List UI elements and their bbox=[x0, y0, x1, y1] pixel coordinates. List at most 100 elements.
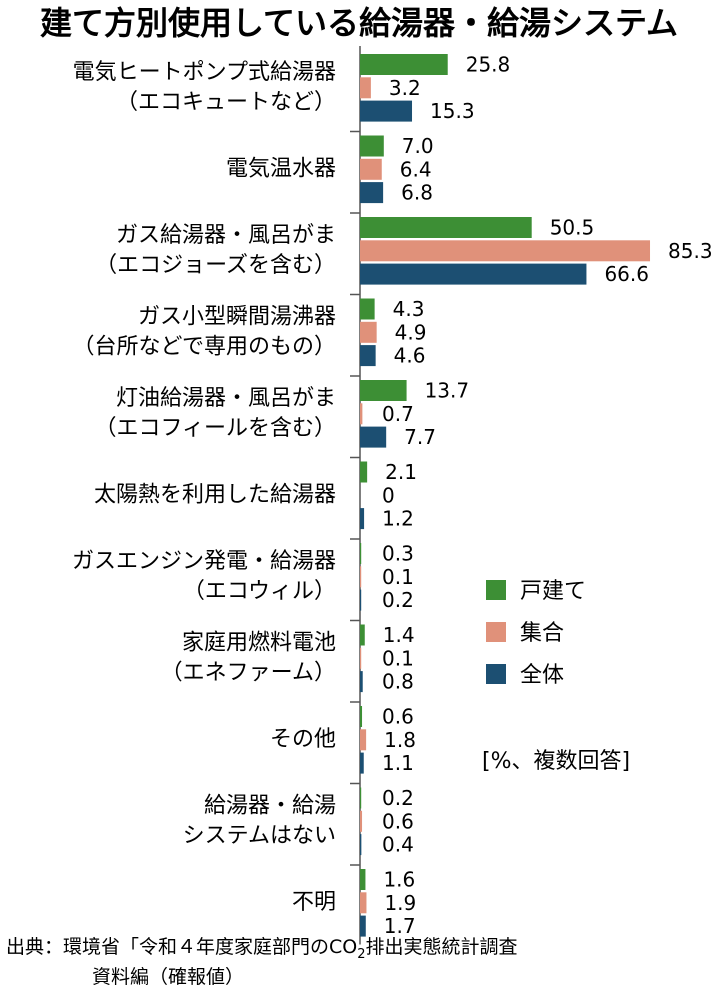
data-label: 0.6 bbox=[382, 705, 414, 729]
bar-集合 bbox=[360, 321, 377, 343]
bar-戸建て bbox=[360, 135, 384, 157]
data-label: 0.6 bbox=[382, 809, 414, 833]
bar-集合 bbox=[360, 403, 363, 425]
bar-戸建て bbox=[360, 298, 375, 320]
bar-全体 bbox=[360, 752, 364, 774]
legend-label: 戸建て bbox=[520, 579, 586, 604]
category-label: 不明 bbox=[292, 890, 336, 915]
bar-戸建て bbox=[360, 380, 407, 401]
bar-全体 bbox=[360, 915, 366, 937]
legend-swatch bbox=[486, 664, 506, 684]
bar-集合 bbox=[360, 810, 363, 832]
category-label: その他 bbox=[270, 727, 336, 752]
bar-戸建て bbox=[360, 869, 366, 890]
category-label: （エコウィル） bbox=[183, 579, 336, 604]
data-label: 1.2 bbox=[382, 507, 414, 531]
category-label: システムはない bbox=[183, 823, 336, 848]
bar-戸建て bbox=[360, 787, 362, 809]
data-label: 4.6 bbox=[394, 344, 426, 368]
category-label: 太陽熱を利用した給湯器 bbox=[94, 482, 336, 507]
data-label: 6.8 bbox=[401, 181, 433, 205]
data-label: 0.7 bbox=[382, 402, 414, 426]
bar-集合 bbox=[360, 77, 371, 99]
source-text-b: 排出実態統計調査 bbox=[366, 936, 518, 958]
category-label: 給湯器・給湯 bbox=[204, 793, 336, 818]
bars-group: 25.8 3.2 15.3 7.06.46.8 50.5 85.3 66.6 4.34.94.… bbox=[360, 53, 713, 938]
bar-全体 bbox=[360, 182, 384, 204]
legend-label: 集合 bbox=[520, 621, 564, 646]
category-label: （エネファーム） bbox=[161, 660, 336, 685]
legend-swatch bbox=[486, 580, 506, 600]
data-label: 7.7 bbox=[404, 425, 436, 449]
bar-全体 bbox=[360, 834, 362, 856]
bar-全体 bbox=[360, 345, 376, 367]
category-label: ガス小型瞬間湯沸器 bbox=[138, 304, 336, 329]
bar-戸建て bbox=[360, 543, 362, 564]
bar-戸建て bbox=[360, 217, 532, 238]
unit-note: [%、複数回答] bbox=[482, 749, 630, 774]
data-label: 13.7 bbox=[425, 379, 470, 403]
data-label: 1.8 bbox=[384, 728, 416, 752]
data-label: 1.1 bbox=[382, 751, 414, 775]
data-label: 0.8 bbox=[382, 670, 414, 694]
data-label: 0.4 bbox=[382, 833, 414, 857]
bar-全体 bbox=[360, 426, 387, 448]
bar-全体 bbox=[360, 671, 363, 693]
category-label: （エコキュートなど） bbox=[116, 90, 336, 115]
source-line-1: 出典：環境省「令和４年度家庭部門のCO2排出実態統計調査 bbox=[6, 936, 518, 962]
legend-swatch bbox=[486, 622, 506, 642]
data-label: 1.9 bbox=[384, 891, 416, 915]
data-label: 3.2 bbox=[389, 76, 421, 100]
category-label: （エコジョーズを含む） bbox=[95, 253, 336, 278]
data-label: 50.5 bbox=[550, 216, 595, 240]
data-label: 0.3 bbox=[382, 542, 414, 566]
data-label: 66.6 bbox=[604, 262, 649, 286]
bar-集合 bbox=[360, 647, 362, 669]
data-label: 1.7 bbox=[384, 914, 416, 938]
bar-戸建て bbox=[360, 706, 363, 727]
bar-集合 bbox=[360, 566, 362, 588]
category-label: 家庭用燃料電池 bbox=[182, 630, 336, 655]
bar-集合 bbox=[360, 892, 367, 914]
legend-label: 全体 bbox=[520, 663, 564, 688]
data-label: 0.1 bbox=[382, 565, 414, 589]
data-label: 25.8 bbox=[466, 53, 511, 77]
category-label: （エコフィールを含む） bbox=[94, 416, 336, 441]
data-label: 0.2 bbox=[382, 786, 414, 810]
data-label: 7.0 bbox=[402, 134, 434, 158]
axis-group bbox=[350, 46, 361, 945]
data-label: 4.3 bbox=[393, 297, 425, 321]
data-label: 1.4 bbox=[383, 623, 415, 647]
data-label: 15.3 bbox=[430, 99, 475, 123]
data-label: 1.6 bbox=[383, 868, 415, 892]
data-label: 2.1 bbox=[385, 460, 417, 484]
data-label: 4.9 bbox=[395, 320, 427, 344]
bar-戸建て bbox=[360, 54, 448, 75]
category-label: ガス給湯器・風呂がま bbox=[116, 223, 336, 248]
category-label: ガスエンジン発電・給湯器 bbox=[72, 549, 336, 574]
bar-集合 bbox=[360, 240, 651, 262]
category-label: 灯油給湯器・風呂がま bbox=[116, 386, 336, 411]
category-label: 電気温水器 bbox=[226, 156, 336, 181]
data-label: 6.4 bbox=[400, 157, 432, 181]
bar-集合 bbox=[360, 729, 367, 751]
source-subscript: 2 bbox=[357, 947, 365, 962]
source-text-a: 出典：環境省「令和４年度家庭部門のCO bbox=[6, 936, 357, 958]
data-label: 85.3 bbox=[668, 239, 713, 263]
bar-全体 bbox=[360, 263, 587, 285]
bar-集合 bbox=[360, 158, 382, 180]
category-label: 電気ヒートポンプ式給湯器 bbox=[73, 60, 336, 85]
bar-全体 bbox=[360, 100, 413, 122]
source-line-2: 資料編（確報値） bbox=[92, 966, 244, 988]
bar-戸建て bbox=[360, 461, 368, 483]
category-label: （台所などで専用のもの） bbox=[72, 334, 336, 359]
bar-戸建て bbox=[360, 624, 365, 646]
data-label: 0.1 bbox=[382, 646, 414, 670]
data-label: 0 bbox=[382, 483, 395, 507]
bar-全体 bbox=[360, 508, 365, 530]
data-label: 0.2 bbox=[382, 588, 414, 612]
chart-title: 建て方別使用している給湯器・給湯システム bbox=[40, 4, 678, 42]
